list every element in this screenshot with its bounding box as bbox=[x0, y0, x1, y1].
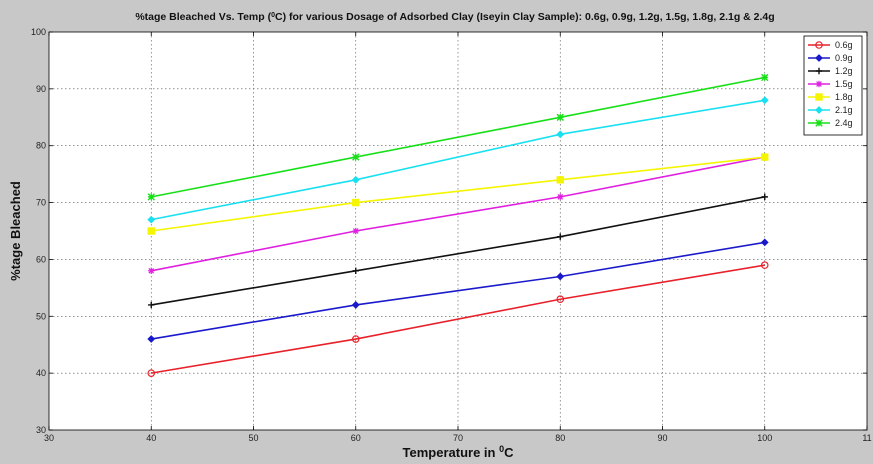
legend-label-1.2g: 1.2g bbox=[835, 66, 853, 76]
legend-box bbox=[803, 35, 863, 136]
y-tick-label: 40 bbox=[36, 368, 46, 378]
y-tick-label: 30 bbox=[36, 425, 46, 435]
legend-label-1.8g: 1.8g bbox=[835, 92, 853, 102]
data-point-0.9g bbox=[556, 272, 565, 281]
series-line-2.1g bbox=[151, 99, 765, 221]
y-tick-label: 70 bbox=[36, 198, 46, 208]
legend-label-0.9g: 0.9g bbox=[835, 53, 853, 63]
data-point-2.1g bbox=[760, 96, 769, 105]
data-point-2.4g bbox=[761, 73, 769, 82]
chart-title-superscript: 0 bbox=[271, 12, 275, 19]
y-axis-label: %tage Bleached bbox=[8, 181, 23, 281]
legend-marker-1.8g bbox=[815, 93, 823, 101]
x-tick-label: 11 bbox=[862, 433, 871, 443]
legend-marker-2.1g bbox=[815, 106, 823, 114]
series-line-1.2g bbox=[151, 196, 765, 306]
y-tick-label: 50 bbox=[36, 311, 46, 321]
x-axis-label-superscript: 0 bbox=[499, 444, 504, 454]
data-point-0.9g bbox=[351, 301, 360, 309]
x-tick-label: 40 bbox=[146, 433, 156, 443]
legend-label-0.6g: 0.6g bbox=[835, 40, 853, 50]
grid-lines bbox=[49, 32, 867, 430]
series-line-2.4g bbox=[151, 76, 765, 198]
x-tick-label: 60 bbox=[351, 433, 361, 443]
y-tick-label: 90 bbox=[36, 84, 46, 94]
chart-title-text-rest: C) for various Dosage of Adsorbed Clay (… bbox=[275, 11, 775, 23]
data-point-1.2g bbox=[761, 193, 768, 201]
series-line-1.8g bbox=[151, 156, 765, 232]
data-point-0.6g bbox=[351, 335, 360, 343]
data-point-2.4g bbox=[352, 153, 360, 161]
x-tick-label: 100 bbox=[757, 433, 772, 443]
x-axis-label-text: Temperature in bbox=[403, 445, 500, 460]
x-tick-label: 30 bbox=[44, 433, 54, 443]
data-point-1.2g bbox=[557, 233, 564, 240]
data-point-1.8g bbox=[147, 227, 155, 235]
data-point-1.8g bbox=[556, 176, 564, 184]
y-tick-label: 100 bbox=[31, 27, 46, 37]
data-point-1.8g bbox=[761, 153, 769, 161]
data-point-0.9g bbox=[147, 335, 156, 343]
x-tick-label: 80 bbox=[555, 433, 565, 443]
data-point-1.5g bbox=[352, 227, 359, 235]
series-line-0.6g bbox=[151, 264, 765, 374]
data-point-1.2g bbox=[352, 267, 359, 274]
legend-marker-1.2g bbox=[815, 67, 823, 75]
legend-label-2.4g: 2.4g bbox=[835, 118, 853, 128]
x-tick-label: 90 bbox=[657, 433, 667, 443]
legend-marker-2.4g bbox=[815, 119, 823, 127]
y-tick-label: 60 bbox=[36, 254, 46, 264]
data-point-2.4g bbox=[556, 113, 564, 121]
data-point-1.2g bbox=[148, 301, 155, 309]
data-point-0.6g bbox=[760, 261, 769, 269]
series-markers bbox=[147, 73, 769, 377]
x-axis-label: Temperature in 0C bbox=[403, 444, 515, 460]
x-tick-label: 70 bbox=[453, 433, 463, 443]
series-line-0.9g bbox=[151, 241, 765, 340]
x-tick-label: 50 bbox=[248, 433, 258, 443]
chart-title: %tage Bleached Vs. Temp (0C) for various… bbox=[135, 11, 774, 23]
data-point-1.8g bbox=[352, 198, 360, 207]
data-point-0.9g bbox=[760, 238, 769, 247]
legend-label-2.1g: 2.1g bbox=[835, 105, 853, 115]
plot-area bbox=[48, 31, 868, 431]
chart-title-text: %tage Bleached Vs. Temp ( bbox=[135, 11, 271, 23]
data-point-0.6g bbox=[147, 369, 156, 377]
legend-entries: 0.6g 0.9g 1.2g 1.5g 1.8g 2.1g 2.4g bbox=[808, 40, 853, 128]
legend-marker-0.6g bbox=[815, 41, 823, 49]
x-axis-label-text-rest: C bbox=[504, 445, 514, 460]
y-tick-label: 80 bbox=[36, 141, 46, 151]
legend: 0.6g 0.9g 1.2g 1.5g 1.8g 2.1g 2.4g bbox=[803, 35, 863, 136]
legend-marker-1.5g bbox=[815, 80, 823, 88]
series-lines bbox=[151, 76, 765, 374]
data-point-2.1g bbox=[351, 175, 360, 184]
data-point-2.1g bbox=[147, 215, 156, 224]
data-point-0.6g bbox=[556, 295, 565, 304]
data-point-2.1g bbox=[556, 130, 565, 139]
data-point-1.5g bbox=[148, 267, 155, 274]
data-point-2.4g bbox=[147, 193, 155, 201]
axis-ticks: 30 40 50 60 70 80 90 100 11 30 40 50 60 70 80 90 100 bbox=[31, 27, 872, 443]
legend-label-1.5g: 1.5g bbox=[835, 79, 853, 89]
data-point-1.5g bbox=[557, 193, 564, 201]
legend-marker-0.9g bbox=[815, 54, 823, 62]
series-line-1.5g bbox=[151, 156, 765, 272]
